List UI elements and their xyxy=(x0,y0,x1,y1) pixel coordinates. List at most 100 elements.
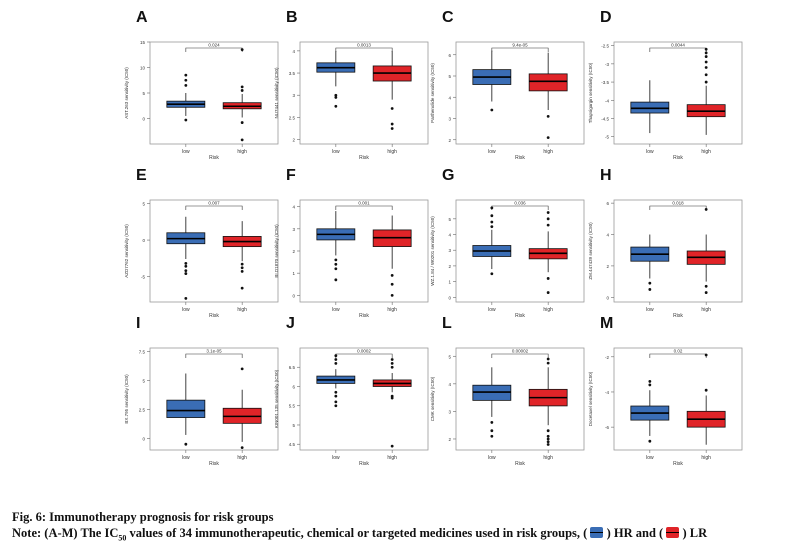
significance-bracket xyxy=(491,205,549,210)
box-low xyxy=(166,73,206,122)
box-high xyxy=(222,221,262,290)
y-tick-label: -4 xyxy=(605,390,609,395)
outlier-point xyxy=(240,270,244,273)
box-low xyxy=(316,50,356,108)
x-category-label: low xyxy=(332,307,340,313)
outlier-point xyxy=(334,390,338,394)
y-tick-label: -6 xyxy=(605,425,609,430)
x-category-label: high xyxy=(701,307,711,313)
outlier-point xyxy=(704,388,708,392)
y-tick-label: 15 xyxy=(140,40,146,45)
x-axis-label: Risk xyxy=(209,155,219,161)
y-tick-label: 0 xyxy=(292,293,295,298)
significance-bracket xyxy=(185,353,243,358)
outlier-point xyxy=(184,261,188,265)
outlier-point xyxy=(490,421,494,424)
p-value-label: 3.1e-05 xyxy=(206,349,222,354)
y-tick-label: 2 xyxy=(292,138,295,143)
outlier-point xyxy=(240,446,244,450)
y-tick-label: 2.5 xyxy=(139,407,146,412)
outlier-point xyxy=(184,83,188,87)
outlier-point xyxy=(490,429,494,433)
p-value-label: 9.4e-05 xyxy=(512,43,528,48)
x-category-label: high xyxy=(387,307,397,313)
x-axis-label: Risk xyxy=(515,461,525,467)
outlier-point xyxy=(546,357,550,361)
box-high xyxy=(372,215,412,297)
outlier-point xyxy=(546,443,550,446)
y-tick-label: 0 xyxy=(142,436,145,441)
y-tick-label: 4 xyxy=(292,49,295,54)
outlier-point xyxy=(334,354,338,358)
outlier-point xyxy=(334,361,338,365)
box-high xyxy=(222,367,262,450)
outlier-point xyxy=(390,361,394,365)
y-tick-label: 4 xyxy=(448,233,451,238)
box-high xyxy=(528,52,568,140)
x-category-label: low xyxy=(646,455,654,461)
outlier-point xyxy=(390,122,394,126)
significance-bracket xyxy=(491,47,549,52)
outlier-point xyxy=(490,214,494,218)
y-tick-label: 5 xyxy=(142,378,145,383)
panel-F: F 0 1 2 3 4 BI.D1870 sensitivity (IC50) low high… xyxy=(274,167,429,319)
p-value-label: 0.036 xyxy=(514,201,526,206)
y-tick-label: 0 xyxy=(142,117,145,122)
y-tick-label: 5 xyxy=(448,217,451,222)
y-axis-label: ZM.447439 sensitivity (IC50) xyxy=(588,222,593,280)
plot-frame xyxy=(613,199,743,303)
x-axis-label: Risk xyxy=(515,155,525,161)
y-tick-label: 6 xyxy=(292,384,295,389)
x-axis-label: Risk xyxy=(673,461,683,467)
outlier-point xyxy=(648,383,652,387)
y-axis-label: WZ.1.84 / W0201 sensitivity (IC50) xyxy=(430,216,435,286)
x-category-label: high xyxy=(701,455,711,461)
outlier-point xyxy=(704,353,708,357)
panel-M: M -6 -4 -2 Docetaxel sensitivity (IC50) low hi… xyxy=(588,315,743,467)
box-high xyxy=(528,211,568,294)
outlier-point xyxy=(240,89,244,92)
outlier-point xyxy=(648,281,652,285)
y-tick-label: 2.5 xyxy=(289,115,296,120)
outlier-point xyxy=(240,367,244,371)
box-low xyxy=(630,234,670,291)
y-tick-label: 1 xyxy=(448,280,451,285)
plot-frame xyxy=(613,41,743,145)
outlier-point xyxy=(546,217,550,221)
y-axis-label: KIN001.135 sensitivity (IC50) xyxy=(274,369,279,428)
x-category-label: high xyxy=(543,149,553,155)
outlier-point xyxy=(704,60,708,64)
plot-frame xyxy=(299,347,429,451)
outlier-point xyxy=(546,291,550,294)
y-axis-label: Thapsigargin sensitivity (IC50) xyxy=(588,62,593,123)
x-axis-label: Risk xyxy=(209,461,219,467)
box-high xyxy=(686,208,726,294)
p-value-label: 0.00002 xyxy=(512,349,529,354)
box-low xyxy=(630,380,670,443)
y-tick-label: -5 xyxy=(605,135,609,140)
outlier-point xyxy=(704,80,708,84)
outlier-point xyxy=(490,272,494,276)
outlier-point xyxy=(390,394,394,398)
panel-G: G 0 1 2 3 4 5 WZ.1.84 / W0201 sensitivity (IC50… xyxy=(430,167,585,319)
x-axis-label: Risk xyxy=(359,313,369,319)
p-value-label: 0.0002 xyxy=(357,349,371,354)
p-value-label: 0.007 xyxy=(208,201,220,206)
x-category-label: high xyxy=(237,149,247,155)
significance-bracket xyxy=(335,47,393,52)
outlier-point xyxy=(546,437,550,441)
x-category-label: high xyxy=(543,455,553,461)
significance-bracket xyxy=(185,205,243,210)
y-tick-label: 2 xyxy=(292,249,295,254)
box-low xyxy=(472,50,512,112)
outlier-point xyxy=(546,114,550,118)
y-tick-label: 0 xyxy=(606,295,609,300)
significance-bracket xyxy=(649,205,707,210)
p-value-label: 0.0013 xyxy=(357,43,371,48)
plot-frame xyxy=(455,199,585,303)
outlier-point xyxy=(546,434,550,438)
outlier-point xyxy=(240,266,244,270)
outlier-point xyxy=(546,211,550,214)
y-tick-label: 5 xyxy=(142,91,145,96)
